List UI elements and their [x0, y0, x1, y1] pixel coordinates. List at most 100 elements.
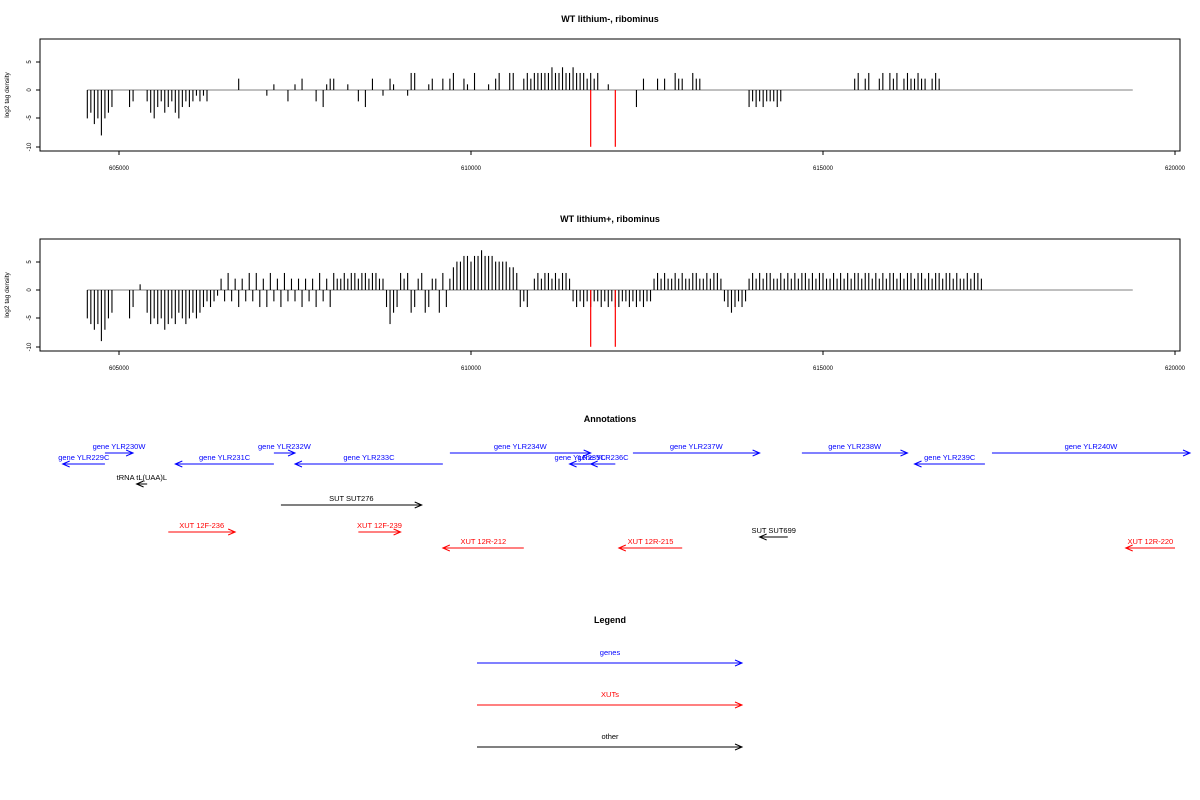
- x-tick-label: 620000: [1165, 366, 1186, 372]
- arrowhead: [414, 501, 423, 509]
- x-tick-label: 615000: [813, 366, 834, 372]
- legend-arrowhead: [734, 743, 744, 751]
- annotation-feature: gene YLR236C: [577, 453, 629, 468]
- feature-label: gene YLR234W: [494, 442, 548, 451]
- legend-item: XUTs: [477, 690, 744, 709]
- feature-label: XUT 12F-236: [179, 521, 224, 530]
- panel-title: WT lithium+, ribominus: [560, 214, 660, 224]
- y-tick-label: 0: [27, 88, 33, 92]
- arrowhead: [293, 460, 303, 468]
- feature-label: gene YLR238W: [828, 442, 882, 451]
- arrowhead: [174, 460, 183, 468]
- feature-label: XUT 12R-212: [460, 537, 506, 546]
- x-tick-label: 620000: [1165, 166, 1186, 172]
- feature-label: gene YLR231C: [199, 453, 251, 462]
- arrowhead: [583, 449, 592, 457]
- annotation-feature: gene YLR238W: [801, 442, 909, 457]
- y-tick-label: -10: [27, 342, 33, 351]
- arrowhead: [125, 449, 135, 457]
- annotation-feature: tRNA tL(UAA)L: [117, 473, 167, 488]
- annotation-feature: SUT SUT276: [280, 494, 423, 509]
- x-tick-label: 605000: [109, 366, 130, 372]
- panel-lithium-plus: WT lithium+, ribominus log2 tag density …: [4, 214, 1186, 372]
- arrowhead: [900, 449, 909, 457]
- feature-label: gene YLR237W: [670, 442, 724, 451]
- annotations-title: Annotations: [584, 414, 637, 424]
- arrowhead: [752, 449, 761, 457]
- legend-item: other: [477, 732, 744, 751]
- legend: Legend genes XUTs other: [477, 615, 744, 751]
- arrowhead: [758, 533, 767, 541]
- arrowhead: [61, 460, 70, 468]
- feature-label: gene YLR239C: [924, 453, 976, 462]
- legend-item: genes: [477, 648, 744, 667]
- feature-label: gene YLR235C: [555, 453, 607, 462]
- feature-label: gene YLR230W: [93, 442, 147, 451]
- bar-group: [86, 250, 1133, 347]
- feature-label: gene YLR240W: [1065, 442, 1119, 451]
- annotation-feature: gene YLR232W: [258, 442, 312, 457]
- annotation-feature: XUT 12F-239: [357, 521, 402, 536]
- annotation-feature: gene YLR239C: [913, 453, 985, 468]
- legend-label: other: [601, 732, 619, 741]
- annotation-feature: XUT 12R-212: [441, 537, 524, 552]
- y-tick-label: -5: [27, 115, 33, 121]
- arrowhead: [1182, 449, 1192, 457]
- feature-label: tRNA tL(UAA)L: [117, 473, 167, 482]
- legend-label: XUTs: [601, 690, 619, 699]
- y-tick-label: -5: [27, 315, 33, 321]
- annotation-feature: gene YLR237W: [632, 442, 761, 457]
- annotation-feature: gene YLR235C: [555, 453, 607, 468]
- legend-label: genes: [600, 648, 621, 657]
- legend-items: genes XUTs other: [477, 648, 744, 751]
- annotation-feature: gene YLR231C: [174, 453, 274, 468]
- arrowhead: [227, 528, 237, 536]
- annotation-feature: gene YLR234W: [449, 442, 592, 457]
- arrowhead: [1124, 544, 1133, 552]
- arrowhead: [617, 544, 627, 552]
- y-axis: 5 0 -5 -10: [27, 260, 40, 351]
- legend-title: Legend: [594, 615, 626, 625]
- feature-label: SUT SUT699: [751, 526, 795, 535]
- feature-label: gene YLR229C: [58, 453, 110, 462]
- x-tick-label: 615000: [813, 166, 834, 172]
- arrowhead: [287, 449, 297, 457]
- feature-label: gene YLR232W: [258, 442, 312, 451]
- x-tick-label: 605000: [109, 166, 130, 172]
- feature-label: gene YLR236C: [577, 453, 629, 462]
- y-tick-label: 5: [27, 60, 33, 64]
- plot-frame: [39, 238, 1181, 352]
- legend-arrowhead: [734, 701, 744, 709]
- panel-lithium-minus: WT lithium-, ribominus log2 tag density …: [4, 14, 1186, 172]
- bar-group: [86, 67, 1133, 147]
- panel-title: WT lithium-, ribominus: [561, 14, 659, 24]
- y-tick-label: 0: [27, 288, 33, 292]
- feature-label: XUT 12R-220: [1128, 537, 1174, 546]
- arrowhead: [441, 544, 451, 552]
- arrowhead: [393, 528, 402, 536]
- arrowhead: [589, 460, 598, 468]
- annotation-feature: XUT 12F-236: [168, 521, 237, 536]
- annotation-feature: XUT 12R-215: [617, 537, 683, 552]
- annotation-feature: gene YLR233C: [293, 453, 443, 468]
- annotation-feature: SUT SUT699: [751, 526, 796, 541]
- y-tick-label: -10: [27, 142, 33, 151]
- x-tick-label: 610000: [461, 166, 482, 172]
- arrowhead: [135, 480, 144, 488]
- feature-label: gene YLR233C: [343, 453, 395, 462]
- annotation-feature: gene YLR240W: [991, 442, 1192, 457]
- x-tick-label: 610000: [461, 366, 482, 372]
- annotation-feature: gene YLR229C: [58, 453, 110, 468]
- x-axis: 605000 610000 615000 620000: [109, 151, 1186, 172]
- plot-frame: [39, 38, 1181, 152]
- annotation-features: gene YLR230W gene YLR229C tRNA tL(UAA)L gen…: [58, 442, 1192, 552]
- annotation-feature: XUT 12R-220: [1124, 537, 1175, 552]
- y-axis-label: log2 tag density: [4, 271, 11, 317]
- annotations-track: Annotations gene YLR230W gene YLR229C tRNA…: [58, 414, 1192, 552]
- feature-label: XUT 12F-239: [357, 521, 402, 530]
- y-tick-label: 5: [27, 260, 33, 264]
- arrowhead: [568, 460, 577, 468]
- annotation-feature: gene YLR230W: [93, 442, 147, 457]
- feature-label: SUT SUT276: [329, 494, 373, 503]
